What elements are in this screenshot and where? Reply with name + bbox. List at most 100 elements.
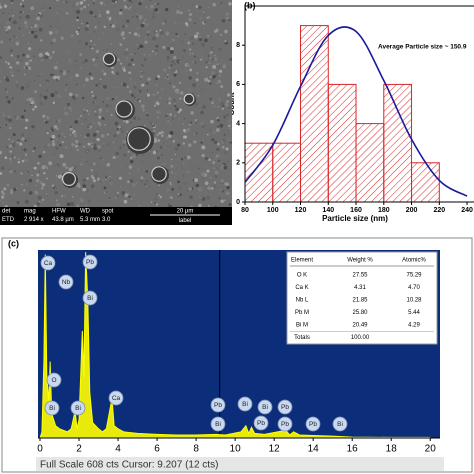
sem-grain [227, 93, 231, 97]
table-cell: Totals [294, 335, 310, 341]
x-tick-label: 80 [241, 207, 249, 214]
sem-grain [122, 143, 126, 146]
sem-grain [211, 52, 213, 55]
sem-grain [52, 75, 57, 80]
sem-grain [123, 199, 128, 204]
sem-grain [81, 69, 85, 73]
sem-grain [152, 36, 157, 41]
sem-grain [137, 168, 140, 171]
sem-grain [213, 167, 216, 170]
sem-grain [106, 133, 110, 136]
sem-grain [21, 0, 25, 2]
sem-grain [172, 118, 174, 120]
sem-grain [1, 26, 3, 28]
sem-grain [22, 34, 25, 37]
sem-grain [198, 167, 200, 170]
sem-grain [221, 183, 225, 187]
sem-grain [195, 78, 199, 82]
sem-grain [140, 171, 143, 174]
sem-grain [35, 184, 37, 186]
sem-grain [65, 146, 68, 149]
sem-grain [160, 87, 165, 91]
sem-grain [22, 8, 24, 10]
sem-grain [169, 49, 174, 54]
sem-grain [37, 195, 42, 200]
sem-grain [117, 92, 119, 94]
sem-grain [94, 171, 99, 175]
sem-grain [17, 59, 20, 61]
sem-grain [177, 36, 179, 38]
sem-grain [15, 84, 19, 88]
sem-grain [136, 14, 138, 16]
sem-grain [3, 58, 7, 62]
sem-grain [221, 35, 223, 37]
sem-grain [202, 177, 204, 180]
sem-grain [193, 121, 196, 124]
sem-grain [123, 51, 128, 56]
sem-grain [56, 202, 61, 207]
sem-grain [46, 158, 48, 160]
sem-grain [132, 154, 136, 158]
sem-grain [4, 76, 6, 79]
sem-grain [76, 182, 81, 187]
sem-grain [201, 89, 204, 92]
sem-grain [46, 0, 48, 2]
sem-grain [9, 38, 11, 41]
sem-grain [42, 202, 44, 204]
sem-grain [30, 30, 35, 34]
sem-grain [188, 17, 192, 22]
sem-grain [189, 68, 193, 72]
sem-grain [214, 140, 218, 144]
sem-grain [129, 178, 134, 183]
sem-grain [188, 76, 192, 80]
sem-grain [208, 128, 212, 132]
sem-image [0, 0, 232, 207]
sem-grain [176, 158, 178, 160]
sem-grain [84, 42, 88, 46]
sem-grain [7, 115, 11, 119]
peak-marker [277, 399, 293, 415]
sem-grain [175, 90, 180, 94]
sem-grain [119, 8, 123, 12]
sem-grain [194, 22, 196, 24]
sem-grain [177, 193, 180, 195]
sem-grain [38, 112, 40, 114]
sem-grain [228, 2, 232, 6]
sem-grain [223, 133, 226, 136]
sem-grain [0, 40, 4, 44]
sem-grain [135, 153, 138, 156]
sem-grain [30, 103, 32, 106]
sem-grain [92, 57, 94, 59]
sem-grain [140, 176, 144, 180]
sem-grain [53, 153, 56, 156]
panel-label: (b) [244, 0, 256, 10]
sem-grain [195, 132, 198, 135]
sem-grain [59, 7, 63, 11]
sem-grain [33, 146, 36, 150]
sem-grain [105, 103, 110, 108]
sem-grain [9, 95, 13, 98]
sem-grain [79, 197, 81, 199]
sem-grain [84, 204, 87, 207]
sem-grain [92, 179, 96, 183]
sem-grain [102, 84, 107, 89]
sem-grain [123, 0, 126, 2]
sem-grain [136, 15, 139, 18]
sem-grain [0, 150, 2, 155]
sem-grain [38, 171, 41, 173]
sem-grain [178, 108, 182, 112]
sem-grain [53, 125, 58, 129]
x-tick-label: 4 [115, 444, 121, 455]
sem-grain [198, 37, 203, 42]
sem-grain [35, 178, 40, 183]
peak-label: Pb [309, 421, 317, 428]
sem-grain [47, 131, 49, 133]
sem-grain [207, 186, 211, 190]
sem-grain [91, 91, 94, 94]
sem-grain [126, 56, 129, 59]
sem-grain [147, 119, 149, 121]
sem-grain [67, 102, 71, 106]
sem-grain [88, 199, 92, 203]
sem-grain [170, 138, 174, 142]
sem-grain [63, 107, 66, 110]
